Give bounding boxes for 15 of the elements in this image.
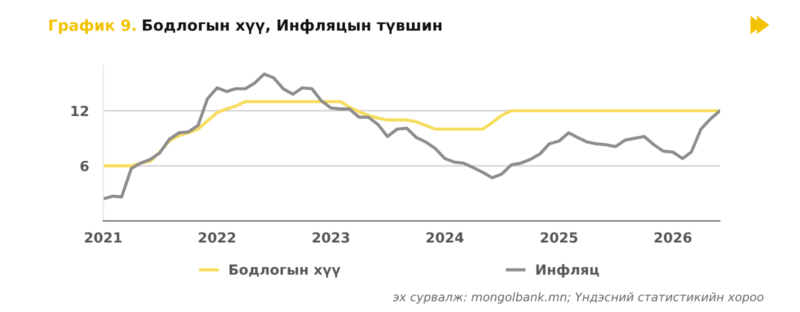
text: График 9. (49, 19, 136, 34)
legend-label: Инфляц (536, 264, 599, 278)
x-tick-label: 2021 (84, 232, 122, 243)
line-series (103, 72, 720, 200)
legend-label: Бодлогын хүү (230, 264, 340, 278)
x-tick-label: 2026 (654, 232, 692, 243)
line-series (103, 100, 720, 168)
y-tick-label: 6 (80, 160, 89, 172)
x-tick-label: 2023 (312, 232, 350, 243)
y-tick-label: 12 (72, 106, 88, 116)
x-tick-label: 2022 (198, 232, 236, 243)
x-tick-label: 2024 (426, 232, 464, 243)
chart-title: Бодлогын хүү, Инфляцын түвшин (142, 19, 442, 34)
x-tick-label: 2025 (540, 232, 578, 243)
text: эх сурвалж: mongolbank.mn; Үндэсний статистикийн хороо (392, 292, 764, 304)
